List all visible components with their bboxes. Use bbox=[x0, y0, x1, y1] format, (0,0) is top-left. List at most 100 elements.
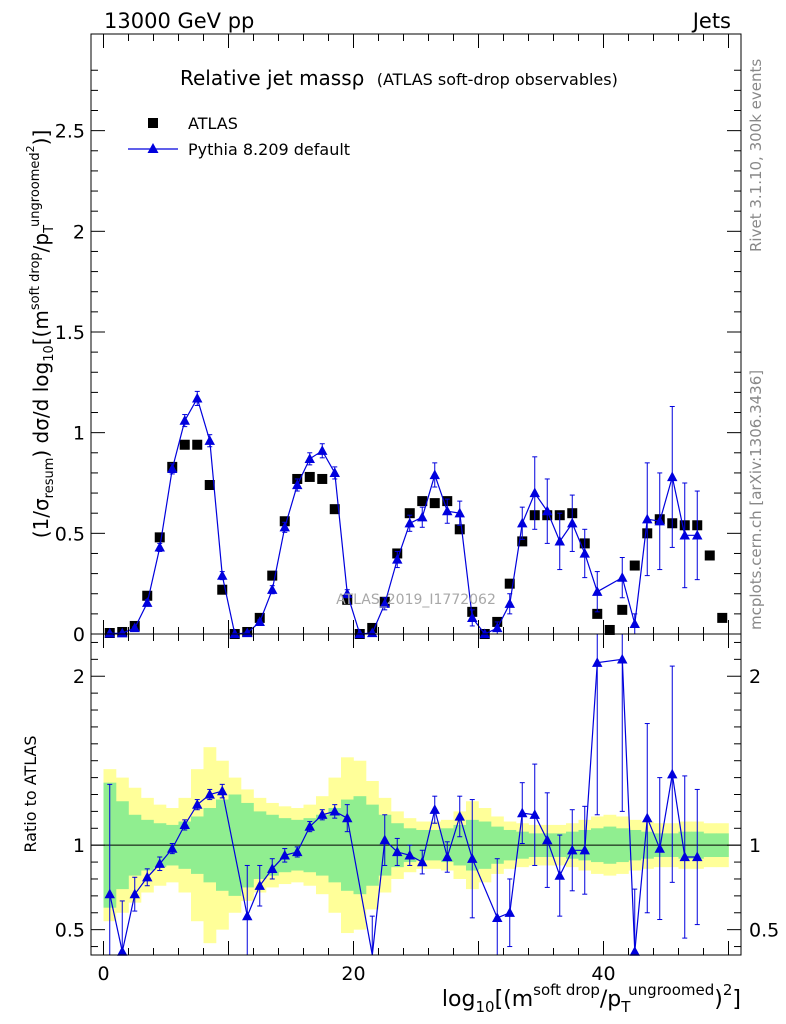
ratio-xlabel: log10[(msoft drop/pTungroomed)2] bbox=[442, 981, 741, 1016]
ratio-mc-point bbox=[192, 799, 203, 809]
mc-point bbox=[304, 453, 315, 463]
mc-point bbox=[517, 517, 528, 528]
main-data-layer bbox=[104, 439, 728, 639]
data-point bbox=[404, 508, 415, 519]
data-point bbox=[304, 471, 315, 482]
ratio-mc-point bbox=[254, 880, 265, 890]
mc-point bbox=[242, 627, 253, 638]
mc-point bbox=[179, 415, 190, 425]
mc-point bbox=[117, 627, 128, 638]
ratio-mc-point bbox=[679, 851, 690, 862]
main-ytick-label: 2.5 bbox=[55, 121, 85, 143]
legend-mc-marker bbox=[147, 143, 159, 153]
mc-point bbox=[254, 616, 265, 627]
mcplots-label: mcplots.cern.ch [arXiv:1306.3436] bbox=[747, 370, 765, 630]
mc-point bbox=[129, 622, 140, 633]
ratio-mc-point bbox=[554, 870, 565, 880]
ratio-mc-point bbox=[517, 807, 528, 818]
mc-point bbox=[404, 517, 415, 528]
ratio-mc-point bbox=[529, 809, 540, 819]
data-point bbox=[317, 473, 328, 484]
ratio-mc-point bbox=[204, 789, 215, 799]
mc-point bbox=[617, 572, 628, 582]
ratio-xtick-label: 40 bbox=[591, 963, 615, 985]
ratio-mc-point bbox=[242, 910, 253, 921]
main-ytick-label: 1 bbox=[73, 423, 85, 445]
main-ytick-label: 2 bbox=[73, 221, 85, 243]
header-left: 13000 GeV pp bbox=[104, 9, 254, 33]
ratio-mc-point bbox=[642, 812, 653, 823]
ratio-mc-point bbox=[267, 863, 278, 873]
ratio-ytick-label: 1 bbox=[73, 835, 85, 857]
data-point bbox=[617, 604, 628, 615]
mc-point bbox=[167, 463, 178, 474]
ratio-mc-layer bbox=[104, 634, 703, 956]
legend-data-label: ATLAS bbox=[188, 114, 238, 133]
mc-point bbox=[629, 618, 640, 629]
mc-point bbox=[479, 628, 490, 639]
ratio-ytick-label: 2 bbox=[73, 666, 85, 688]
ratio-ytick-label-right: 0.5 bbox=[749, 920, 779, 942]
header-right: Jets bbox=[691, 9, 731, 33]
main-ylabel: (1/σresum) dσ/d log10[(msoft drop/pTungr… bbox=[24, 130, 57, 539]
mc-point bbox=[567, 517, 578, 528]
mc-point bbox=[667, 471, 678, 482]
mc-point bbox=[317, 445, 328, 455]
ratio-mc-point bbox=[129, 888, 140, 899]
mc-point bbox=[492, 622, 503, 633]
main-panel: 0 0.5 1 1.5 2 2.5 ATLAS_2019_I1772062 Relativ… bbox=[24, 33, 742, 646]
ratio-mc-point bbox=[467, 853, 478, 863]
data-point bbox=[192, 439, 203, 450]
ratio-mc-point bbox=[279, 849, 290, 860]
ratio-mc-point bbox=[329, 805, 340, 816]
chart-title-sub: (ATLAS soft-drop observables) bbox=[377, 70, 618, 89]
data-point bbox=[154, 532, 165, 543]
ratio-mc-point bbox=[392, 846, 403, 857]
ratio-mc-point bbox=[117, 946, 128, 956]
ratio-mc-point bbox=[342, 812, 353, 823]
data-point bbox=[517, 536, 528, 547]
mc-point bbox=[679, 529, 690, 540]
ratio-mc-point bbox=[667, 768, 678, 779]
chart-title: Relative jet massρ (ATLAS soft-drop obse… bbox=[180, 66, 618, 90]
mc-point bbox=[329, 467, 340, 478]
ratio-mc-point bbox=[692, 851, 703, 862]
legend-mc-label: Pythia 8.209 default bbox=[188, 140, 350, 159]
mc-point bbox=[142, 597, 153, 607]
data-point bbox=[717, 612, 728, 623]
ratio-mc-point bbox=[317, 809, 328, 819]
data-point bbox=[417, 496, 428, 507]
data-point bbox=[204, 480, 215, 491]
mc-point bbox=[154, 541, 165, 552]
chart-title-main: Relative jet massρ bbox=[180, 66, 364, 90]
ratio-frame bbox=[90, 633, 742, 956]
ratio-mc-point bbox=[304, 821, 315, 831]
mc-point bbox=[392, 554, 403, 564]
ratio-mc-point bbox=[654, 843, 665, 853]
mc-point bbox=[354, 628, 365, 639]
mc-point bbox=[442, 505, 453, 516]
data-point bbox=[342, 594, 353, 605]
ratio-mc-point bbox=[104, 888, 115, 899]
ratio-panel: 0.5 0.51 12 20 20 40 Ratio to ATLAS log10[(ms… bbox=[21, 633, 779, 1016]
mc-point bbox=[267, 584, 278, 594]
ratio-mc-point bbox=[629, 946, 640, 956]
mc-point bbox=[104, 627, 115, 638]
ratio-mc-point bbox=[292, 846, 303, 857]
ratio-ytick-label: 0.5 bbox=[55, 920, 85, 942]
mc-point bbox=[504, 598, 515, 608]
legend: ATLAS Pythia 8.209 default bbox=[128, 114, 350, 159]
main-ticks: 0 0.5 1 1.5 2 2.5 bbox=[55, 34, 741, 646]
watermark: ATLAS_2019_I1772062 bbox=[336, 592, 496, 608]
ratio-ylabel: Ratio to ATLAS bbox=[21, 735, 40, 852]
mc-point bbox=[529, 487, 540, 498]
main-ytick-label: 0 bbox=[73, 624, 85, 646]
ratio-mc-point bbox=[379, 834, 390, 845]
mc-point bbox=[554, 535, 565, 546]
mc-point bbox=[429, 469, 440, 480]
data-point bbox=[629, 560, 640, 571]
data-point bbox=[429, 498, 440, 509]
ratio-xtick-label: 0 bbox=[97, 963, 109, 985]
data-point bbox=[604, 624, 615, 635]
